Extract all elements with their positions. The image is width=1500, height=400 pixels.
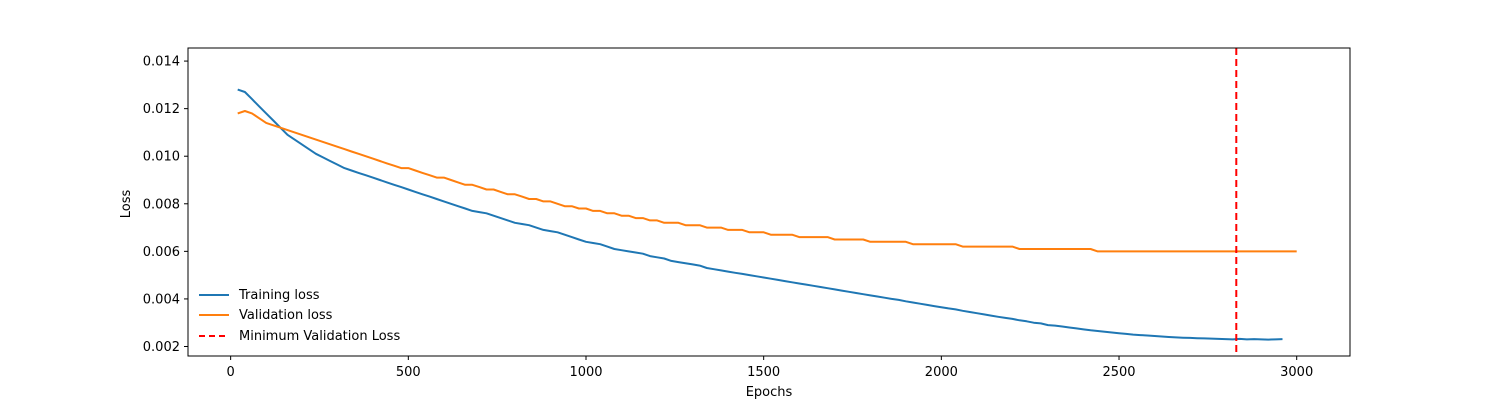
series-line-validation — [237, 110, 1297, 253]
y-axis-label: Loss — [119, 190, 134, 219]
legend: Training loss Validation loss Minimum Va… — [199, 288, 400, 344]
series-line-training — [237, 88, 1283, 341]
x-tick-label: 1500 — [747, 365, 780, 380]
y-tick-label: 0.002 — [143, 340, 180, 355]
x-tick-label: 3000 — [1280, 365, 1313, 380]
x-tick-label: 0 — [227, 365, 235, 380]
y-tick-label: 0.008 — [143, 197, 180, 212]
x-axis-label: Epochs — [746, 385, 793, 400]
x-tick-label: 2500 — [1102, 365, 1135, 380]
y-tick-label: 0.006 — [143, 245, 180, 260]
y-tick-label: 0.012 — [143, 102, 180, 117]
series-layer — [237, 88, 1297, 341]
plot-frame — [187, 47, 1351, 357]
y-axis-ticks: 0.002 0.004 0.006 0.008 0.010 0.012 0.014 — [143, 55, 188, 355]
legend-label-validation: Validation loss — [239, 308, 333, 323]
x-axis-ticks: 0 500 1000 1500 2000 2500 3000 — [227, 356, 1313, 380]
legend-label-min-val: Minimum Validation Loss — [239, 329, 400, 344]
y-tick-label: 0.014 — [143, 55, 180, 70]
x-tick-label: 500 — [396, 365, 421, 380]
legend-label-training: Training loss — [238, 288, 320, 303]
y-tick-label: 0.004 — [143, 292, 180, 307]
x-tick-label: 2000 — [925, 365, 958, 380]
x-tick-label: 1000 — [569, 365, 602, 380]
y-tick-label: 0.010 — [143, 150, 180, 165]
